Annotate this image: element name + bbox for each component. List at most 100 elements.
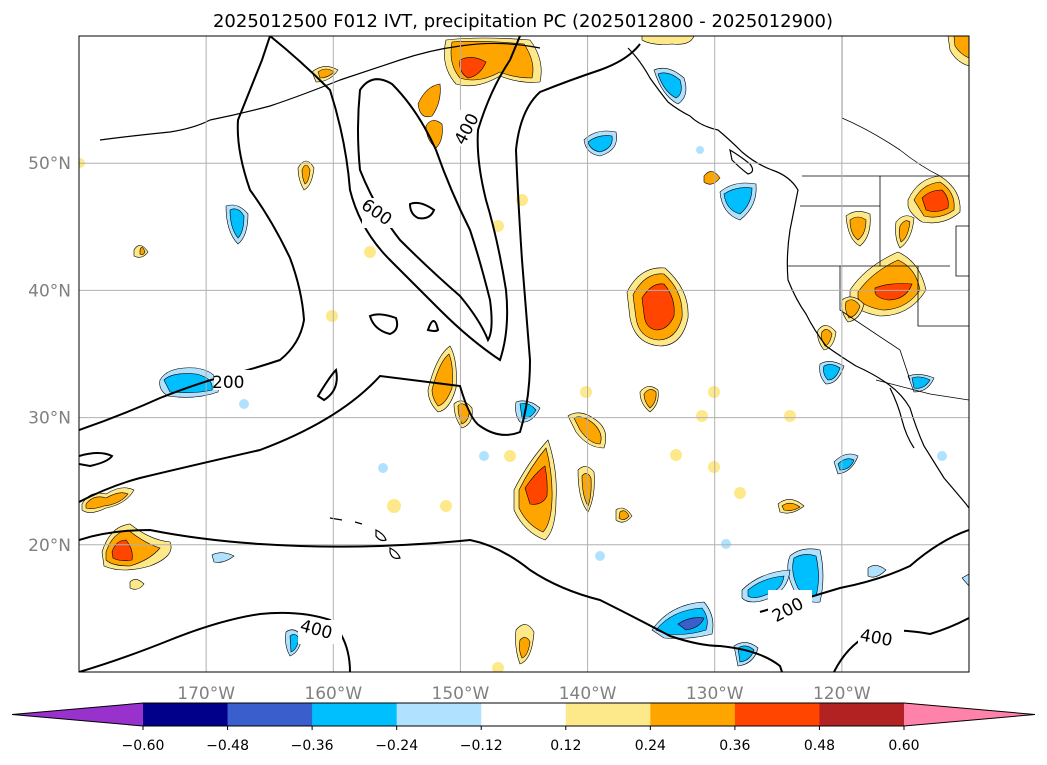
colorbar-extend-max xyxy=(904,703,1035,726)
ivt-contour-200-inner xyxy=(79,43,641,503)
x-tick-label: 120°W xyxy=(813,684,871,704)
ivt-closed-5 xyxy=(79,452,114,468)
precip-patch xyxy=(867,565,887,578)
coastline-baja xyxy=(889,387,915,449)
precip-patch xyxy=(139,247,146,255)
colorbar-tick-label: 0.12 xyxy=(550,738,581,754)
colorbar-tick-label: −0.60 xyxy=(122,738,165,754)
ivt-contour-400-se xyxy=(833,617,969,672)
colorbar-segment xyxy=(396,703,482,726)
precip-dot-negative xyxy=(479,451,489,461)
y-tick-label: 40°N xyxy=(28,281,71,301)
colorbar-tick-label: −0.36 xyxy=(291,738,334,754)
precip-patch xyxy=(301,164,311,185)
colorbar-segment xyxy=(227,703,313,726)
precip-patch xyxy=(459,57,487,79)
colorbar-tick-label: −0.24 xyxy=(375,738,418,754)
x-tick-label: 160°W xyxy=(304,684,362,704)
precip-patch xyxy=(581,473,592,507)
border-state-4 xyxy=(917,266,969,327)
precip-patch xyxy=(129,579,145,590)
colorbar-segment xyxy=(143,703,229,726)
x-tick-label: 150°W xyxy=(432,684,490,704)
ivt-contours xyxy=(79,36,969,672)
y-tick-label: 20°N xyxy=(28,536,71,556)
colorbar-segment xyxy=(565,703,651,726)
ivt-contour-400-south xyxy=(79,528,783,672)
colorbar-tick-label: 0.24 xyxy=(635,738,666,754)
island-hawaii-1 xyxy=(329,517,363,525)
precip-dot xyxy=(326,310,338,322)
border-canada-interior xyxy=(841,36,941,177)
precip-patch xyxy=(524,465,548,505)
precip-patch xyxy=(431,353,453,407)
precip-patch xyxy=(641,283,675,331)
precip-patch xyxy=(317,68,335,79)
colorbar-tick-label: 0.48 xyxy=(804,738,835,754)
colorbar-segment xyxy=(312,703,398,726)
border-mexico xyxy=(875,379,969,401)
precip-patch xyxy=(961,573,969,587)
y-tick-label: 30°N xyxy=(28,409,71,429)
precip-patch xyxy=(643,389,657,409)
colorbar-extend-min xyxy=(12,703,143,726)
coastline-alaska xyxy=(209,42,541,121)
ivt-closed-1 xyxy=(368,313,399,336)
ivt-label-200: 200 xyxy=(212,373,244,393)
precip-dot xyxy=(440,500,452,512)
precip-dot-negative xyxy=(696,146,704,154)
precip-patch xyxy=(417,83,441,118)
precip-dot-negative xyxy=(239,399,249,409)
y-tick-label: 50°N xyxy=(28,154,71,174)
precip-patch xyxy=(677,617,705,631)
map-area: 200 400 600 400 200 400 xyxy=(79,36,969,672)
precip-dot xyxy=(387,499,401,513)
island-hawaii-3 xyxy=(389,547,401,559)
precip-dot xyxy=(504,450,516,462)
precip-dot-negative xyxy=(595,551,605,561)
island-vancouver xyxy=(729,148,754,175)
ivt-closed-4 xyxy=(316,367,338,402)
precip-dot xyxy=(492,220,504,232)
colorbar-segment xyxy=(734,703,820,726)
precip-patch xyxy=(703,171,721,185)
precip-patch xyxy=(618,510,630,520)
precip-patch xyxy=(845,299,861,319)
precip-dot xyxy=(580,386,592,398)
precip-patch xyxy=(519,637,531,659)
colorbar-tick-label: −0.48 xyxy=(206,738,249,754)
precip-positive-patches xyxy=(81,36,969,665)
precip-patch xyxy=(874,283,913,301)
coastline-alaska-pen xyxy=(99,119,211,141)
precip-patch xyxy=(723,187,753,215)
precip-patch xyxy=(657,72,682,99)
precip-dot xyxy=(784,410,796,422)
colorbar-segment xyxy=(819,703,905,726)
x-tick-label: 140°W xyxy=(559,684,617,704)
precip-dot-negative xyxy=(378,463,388,473)
precip-patch xyxy=(425,120,443,149)
precip-patch xyxy=(921,189,949,212)
precip-patch xyxy=(849,216,867,241)
precip-dot xyxy=(492,662,504,672)
precip-dot-negative xyxy=(721,539,731,549)
colorbar-tick-label: 0.60 xyxy=(888,738,919,754)
colorbar-segment xyxy=(650,703,736,726)
colorbar-tick-label: 0.36 xyxy=(719,738,750,754)
x-tick-label: 170°W xyxy=(177,684,235,704)
precip-dot-negative xyxy=(937,451,947,461)
colorbar-segment xyxy=(481,703,567,726)
precip-dot xyxy=(670,449,682,461)
precip-dot xyxy=(364,246,376,258)
precip-dot xyxy=(696,410,708,422)
political-borders xyxy=(788,36,969,401)
ivt-closed-3 xyxy=(426,320,440,332)
colorbar: −0.60 −0.48 −0.36 −0.24 −0.12 0.12 0.24 0.36 0.4… xyxy=(11,702,1036,754)
precip-patch xyxy=(211,552,235,563)
x-tick-label: 130°W xyxy=(686,684,744,704)
precip-patch xyxy=(641,36,695,45)
axis-tick-labels: 170°W 160°W 150°W 140°W 130°W 120°W 20°N 30°N 40… xyxy=(28,154,871,704)
precip-patch xyxy=(781,502,801,511)
precip-patch xyxy=(747,575,785,598)
